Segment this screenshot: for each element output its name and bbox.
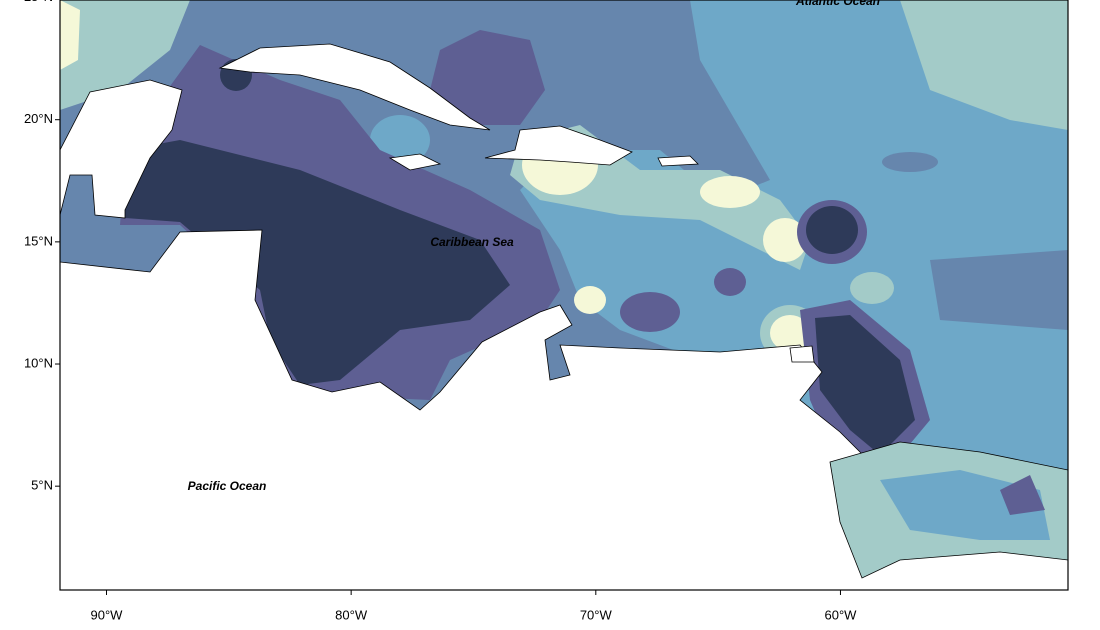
field-teal [850, 272, 894, 304]
x-tick-label: 80°W [335, 607, 368, 622]
field-guianas [1000, 475, 1045, 515]
y-tick-label: 25°N [24, 0, 53, 4]
ocean-label: Pacific Ocean [188, 479, 267, 493]
field-dark [125, 140, 510, 385]
field-yellow [763, 218, 807, 262]
field-light-blue [520, 0, 1068, 590]
field-purple [714, 268, 746, 296]
land-cuba [218, 43, 491, 131]
x-tick-label: 60°W [824, 607, 857, 622]
field-yellow [60, 0, 80, 70]
field-yellow [770, 315, 810, 351]
land-yucatan [60, 79, 183, 219]
ocean-label: Atlantic Ocean [795, 0, 880, 8]
land-continent [60, 229, 1068, 590]
x-tick-label: 90°W [91, 607, 124, 622]
y-tick-label: 20°N [24, 111, 53, 126]
map-frame [59, 0, 1069, 591]
land-jamaica [388, 153, 442, 171]
field-dark [815, 315, 915, 455]
y-tick-label: 10°N [24, 355, 53, 370]
field-base [882, 152, 938, 172]
field-purple [620, 292, 680, 332]
map-panel [60, 0, 1068, 590]
field-teal [900, 0, 1068, 130]
x-tick-label: 70°W [580, 607, 613, 622]
field-teal [60, 0, 190, 110]
field-base [930, 250, 1068, 330]
field-yellow [574, 286, 606, 314]
y-tick-label: 5°N [31, 478, 53, 493]
field-purple [430, 30, 545, 125]
land-puerto-rico [657, 155, 699, 167]
field-dark [806, 206, 858, 254]
field-yellow [700, 176, 760, 208]
y-tick-label: 15°N [24, 233, 53, 248]
sea-label: Caribbean Sea [430, 235, 514, 249]
land-hispaniola [484, 125, 633, 166]
land-trinidad [789, 345, 815, 363]
